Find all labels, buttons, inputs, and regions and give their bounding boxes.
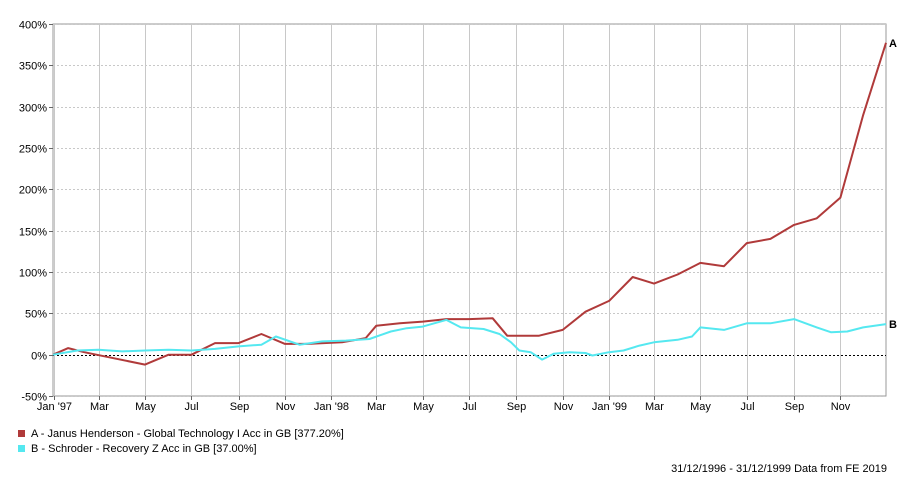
x-tick-label: Mar <box>367 401 386 413</box>
series-line-a <box>52 42 887 366</box>
legend: A - Janus Henderson - Global Technology … <box>18 426 344 456</box>
y-tick-label: 100% <box>19 268 47 280</box>
date-range-footer: 31/12/1996 - 31/12/1999 Data from FE 201… <box>671 463 887 475</box>
grid <box>52 23 887 397</box>
legend-swatch-a <box>18 430 25 437</box>
x-tick-label: Mar <box>90 401 109 413</box>
series-end-labels: AB <box>889 38 897 331</box>
end-label-a: A <box>889 38 897 50</box>
x-tick-label: Jul <box>184 401 198 413</box>
x-tick-label: Mar <box>645 401 664 413</box>
y-axis: 400% 350% 300% 250% 200% 150% 100% 50% 0% -50% <box>19 20 53 404</box>
y-tick-label: 400% <box>19 20 47 32</box>
end-label-b: B <box>889 319 897 331</box>
series-line-b <box>52 318 887 361</box>
x-tick-label: May <box>413 401 434 413</box>
y-tick-label: 200% <box>19 185 47 197</box>
x-tick-label: Nov <box>831 401 851 413</box>
x-tick-label: Sep <box>230 401 250 413</box>
legend-label-b: B - Schroder - Recovery Z Acc in GB [37.… <box>31 442 257 455</box>
x-axis: Jan '97 Mar May Jul Sep Nov Jan '98 Mar May Jul Se… <box>37 396 851 413</box>
x-tick-label: Sep <box>785 401 805 413</box>
x-tick-label: Nov <box>276 401 296 413</box>
y-tick-label: -50% <box>21 392 47 404</box>
x-tick-label: May <box>135 401 156 413</box>
x-tick-label: Nov <box>554 401 574 413</box>
x-tick-label: Jan '98 <box>314 401 349 413</box>
x-tick-label: Jan '97 <box>37 401 72 413</box>
series-lines <box>52 42 887 366</box>
y-tick-label: 350% <box>19 61 47 73</box>
x-tick-label: May <box>690 401 711 413</box>
x-tick-label: Jan '99 <box>592 401 627 413</box>
y-tick-label: 300% <box>19 103 47 115</box>
y-tick-label: 250% <box>19 144 47 156</box>
x-tick-label: Jul <box>462 401 476 413</box>
legend-item-b[interactable]: B - Schroder - Recovery Z Acc in GB [37.… <box>18 441 344 456</box>
legend-label-a: A - Janus Henderson - Global Technology … <box>31 427 344 440</box>
legend-swatch-b <box>18 445 25 452</box>
performance-chart: 400% 350% 300% 250% 200% 150% 100% 50% 0% -50% Ja… <box>19 20 897 414</box>
x-tick-label: Sep <box>507 401 527 413</box>
legend-item-a[interactable]: A - Janus Henderson - Global Technology … <box>18 426 344 441</box>
x-tick-label: Jul <box>740 401 754 413</box>
y-tick-label: 150% <box>19 227 47 239</box>
y-tick-label: 50% <box>25 309 47 321</box>
y-tick-label: 0% <box>31 351 47 363</box>
